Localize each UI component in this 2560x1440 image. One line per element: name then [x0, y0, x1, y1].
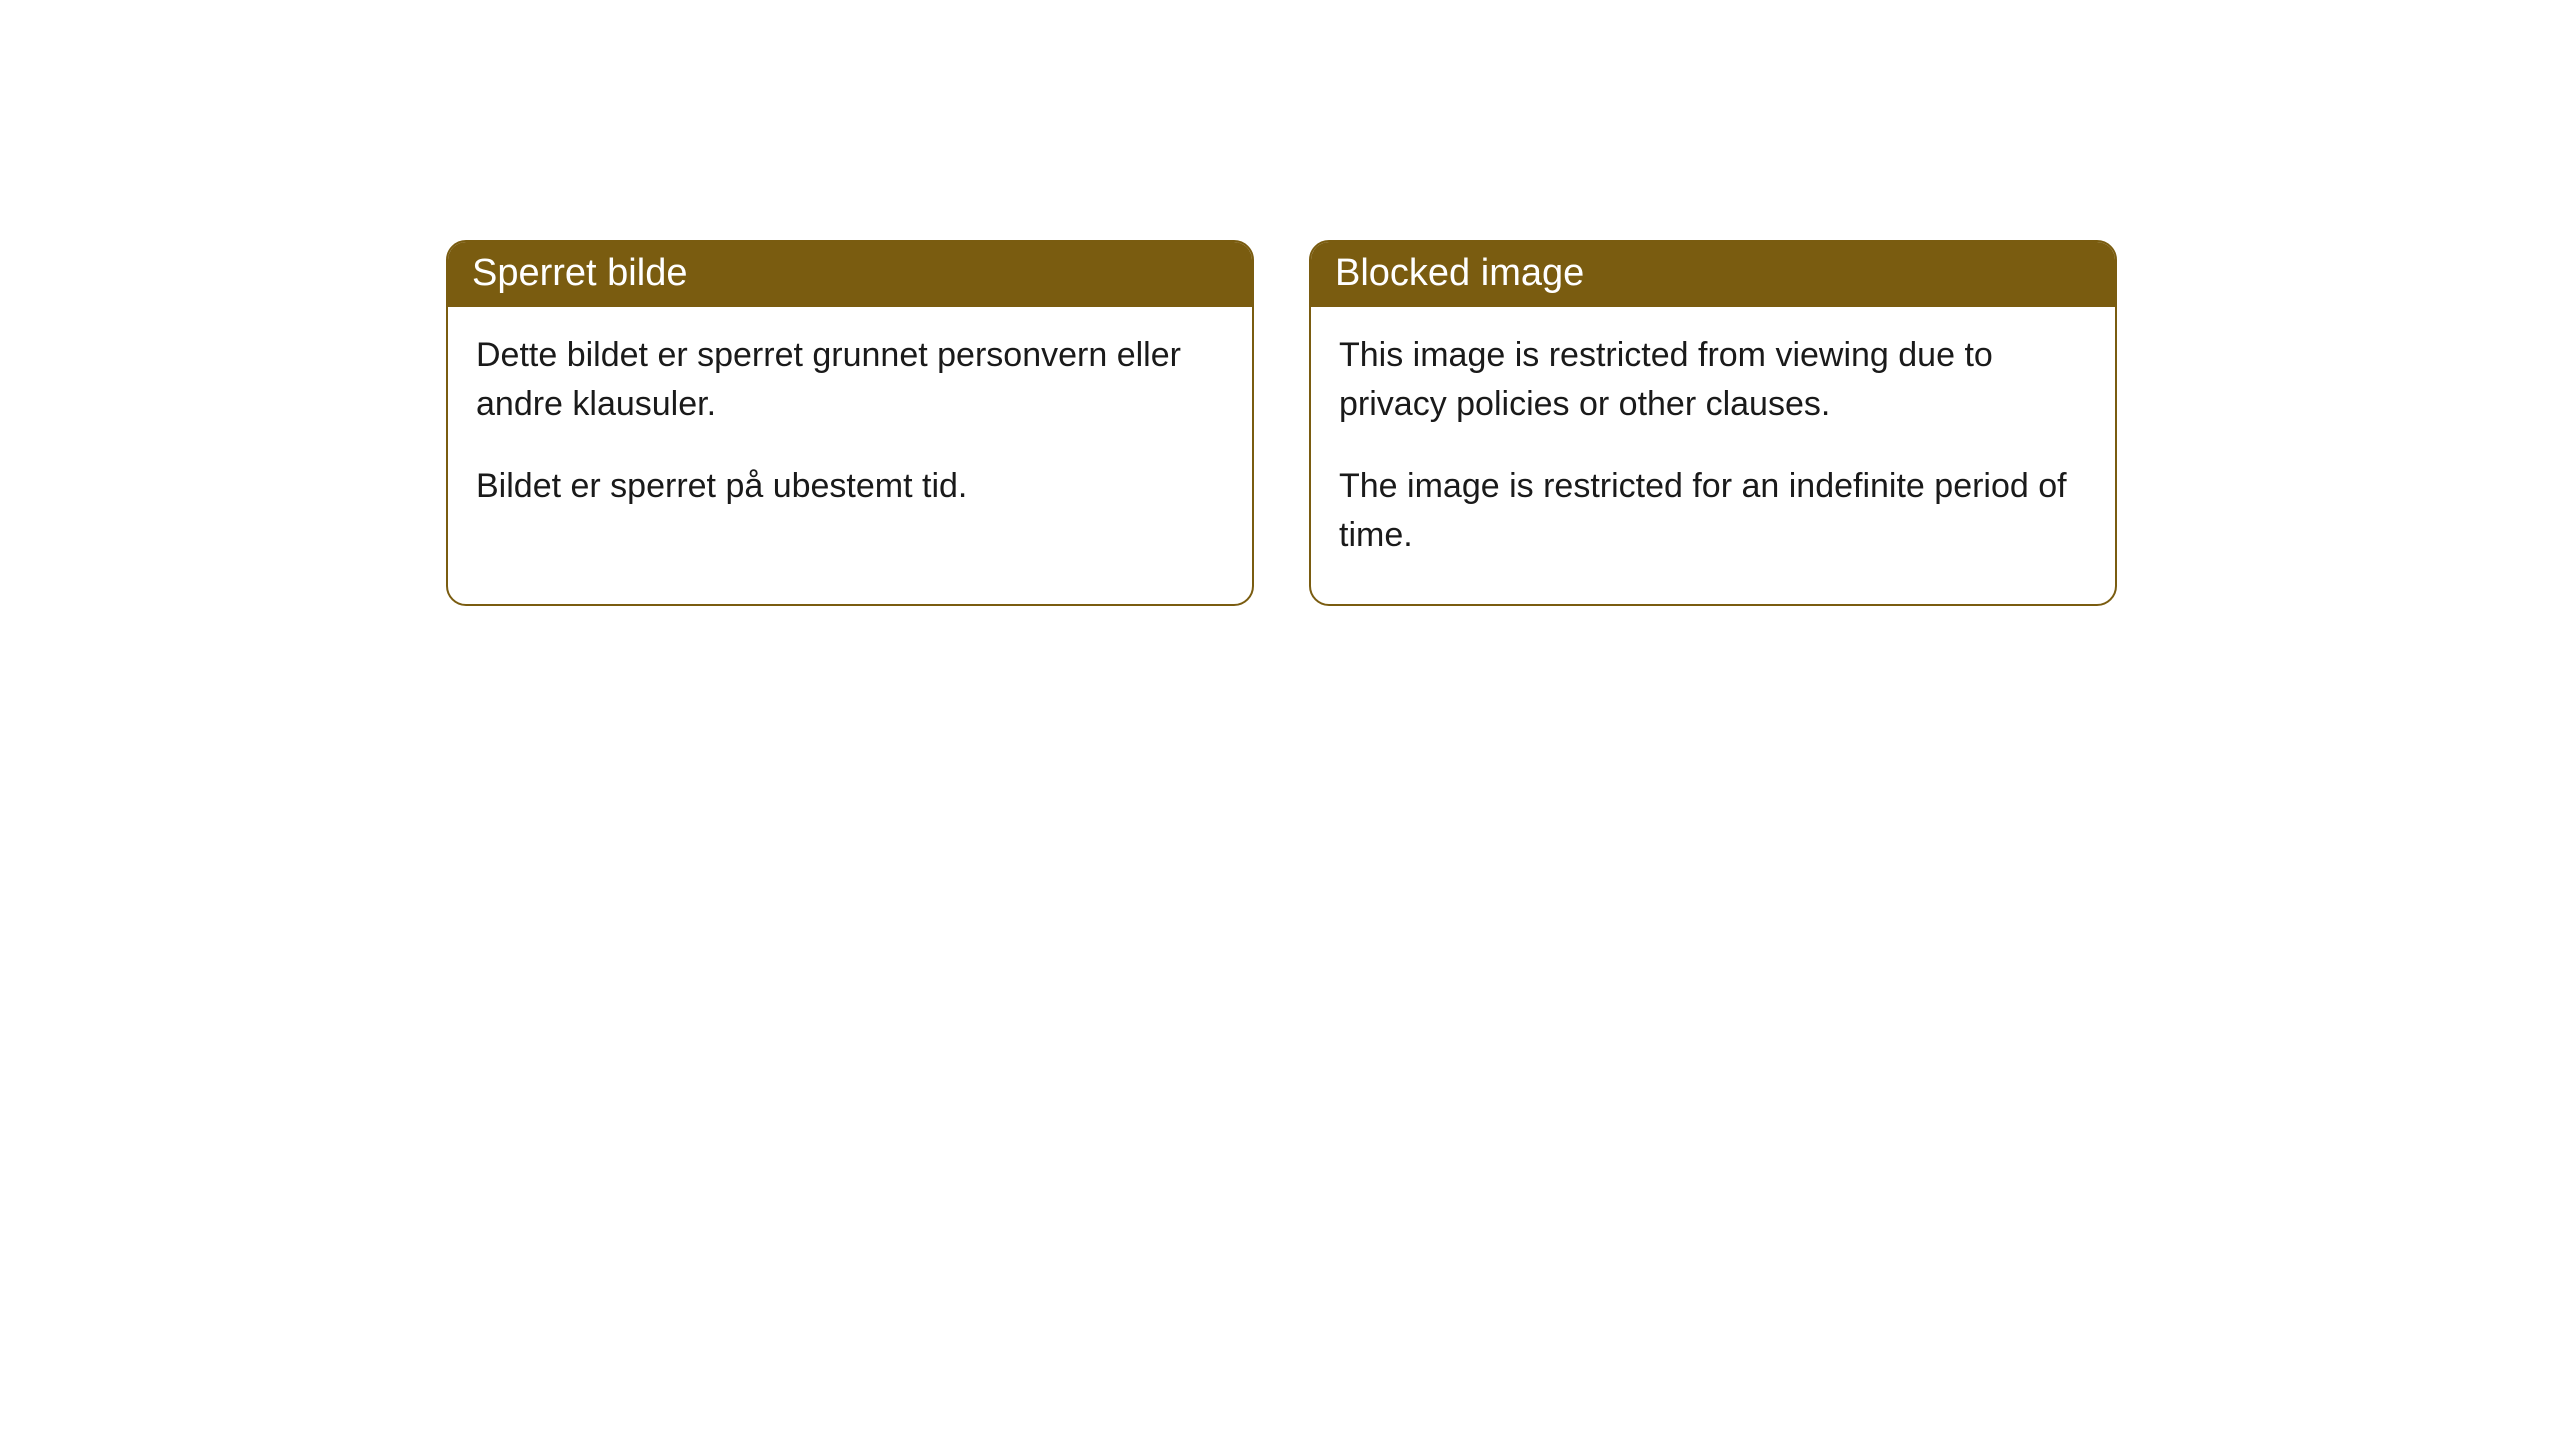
card-body-norwegian: Dette bildet er sperret grunnet personve… — [448, 307, 1252, 555]
notice-text-2-norwegian: Bildet er sperret på ubestemt tid. — [476, 462, 1224, 511]
notice-card-norwegian: Sperret bilde Dette bildet er sperret gr… — [446, 240, 1254, 606]
notice-card-english: Blocked image This image is restricted f… — [1309, 240, 2117, 606]
card-title-norwegian: Sperret bilde — [448, 242, 1252, 307]
notice-text-2-english: The image is restricted for an indefinit… — [1339, 462, 2087, 561]
card-title-english: Blocked image — [1311, 242, 2115, 307]
notice-container: Sperret bilde Dette bildet er sperret gr… — [0, 0, 2560, 606]
card-body-english: This image is restricted from viewing du… — [1311, 307, 2115, 604]
notice-text-1-norwegian: Dette bildet er sperret grunnet personve… — [476, 331, 1224, 430]
notice-text-1-english: This image is restricted from viewing du… — [1339, 331, 2087, 430]
